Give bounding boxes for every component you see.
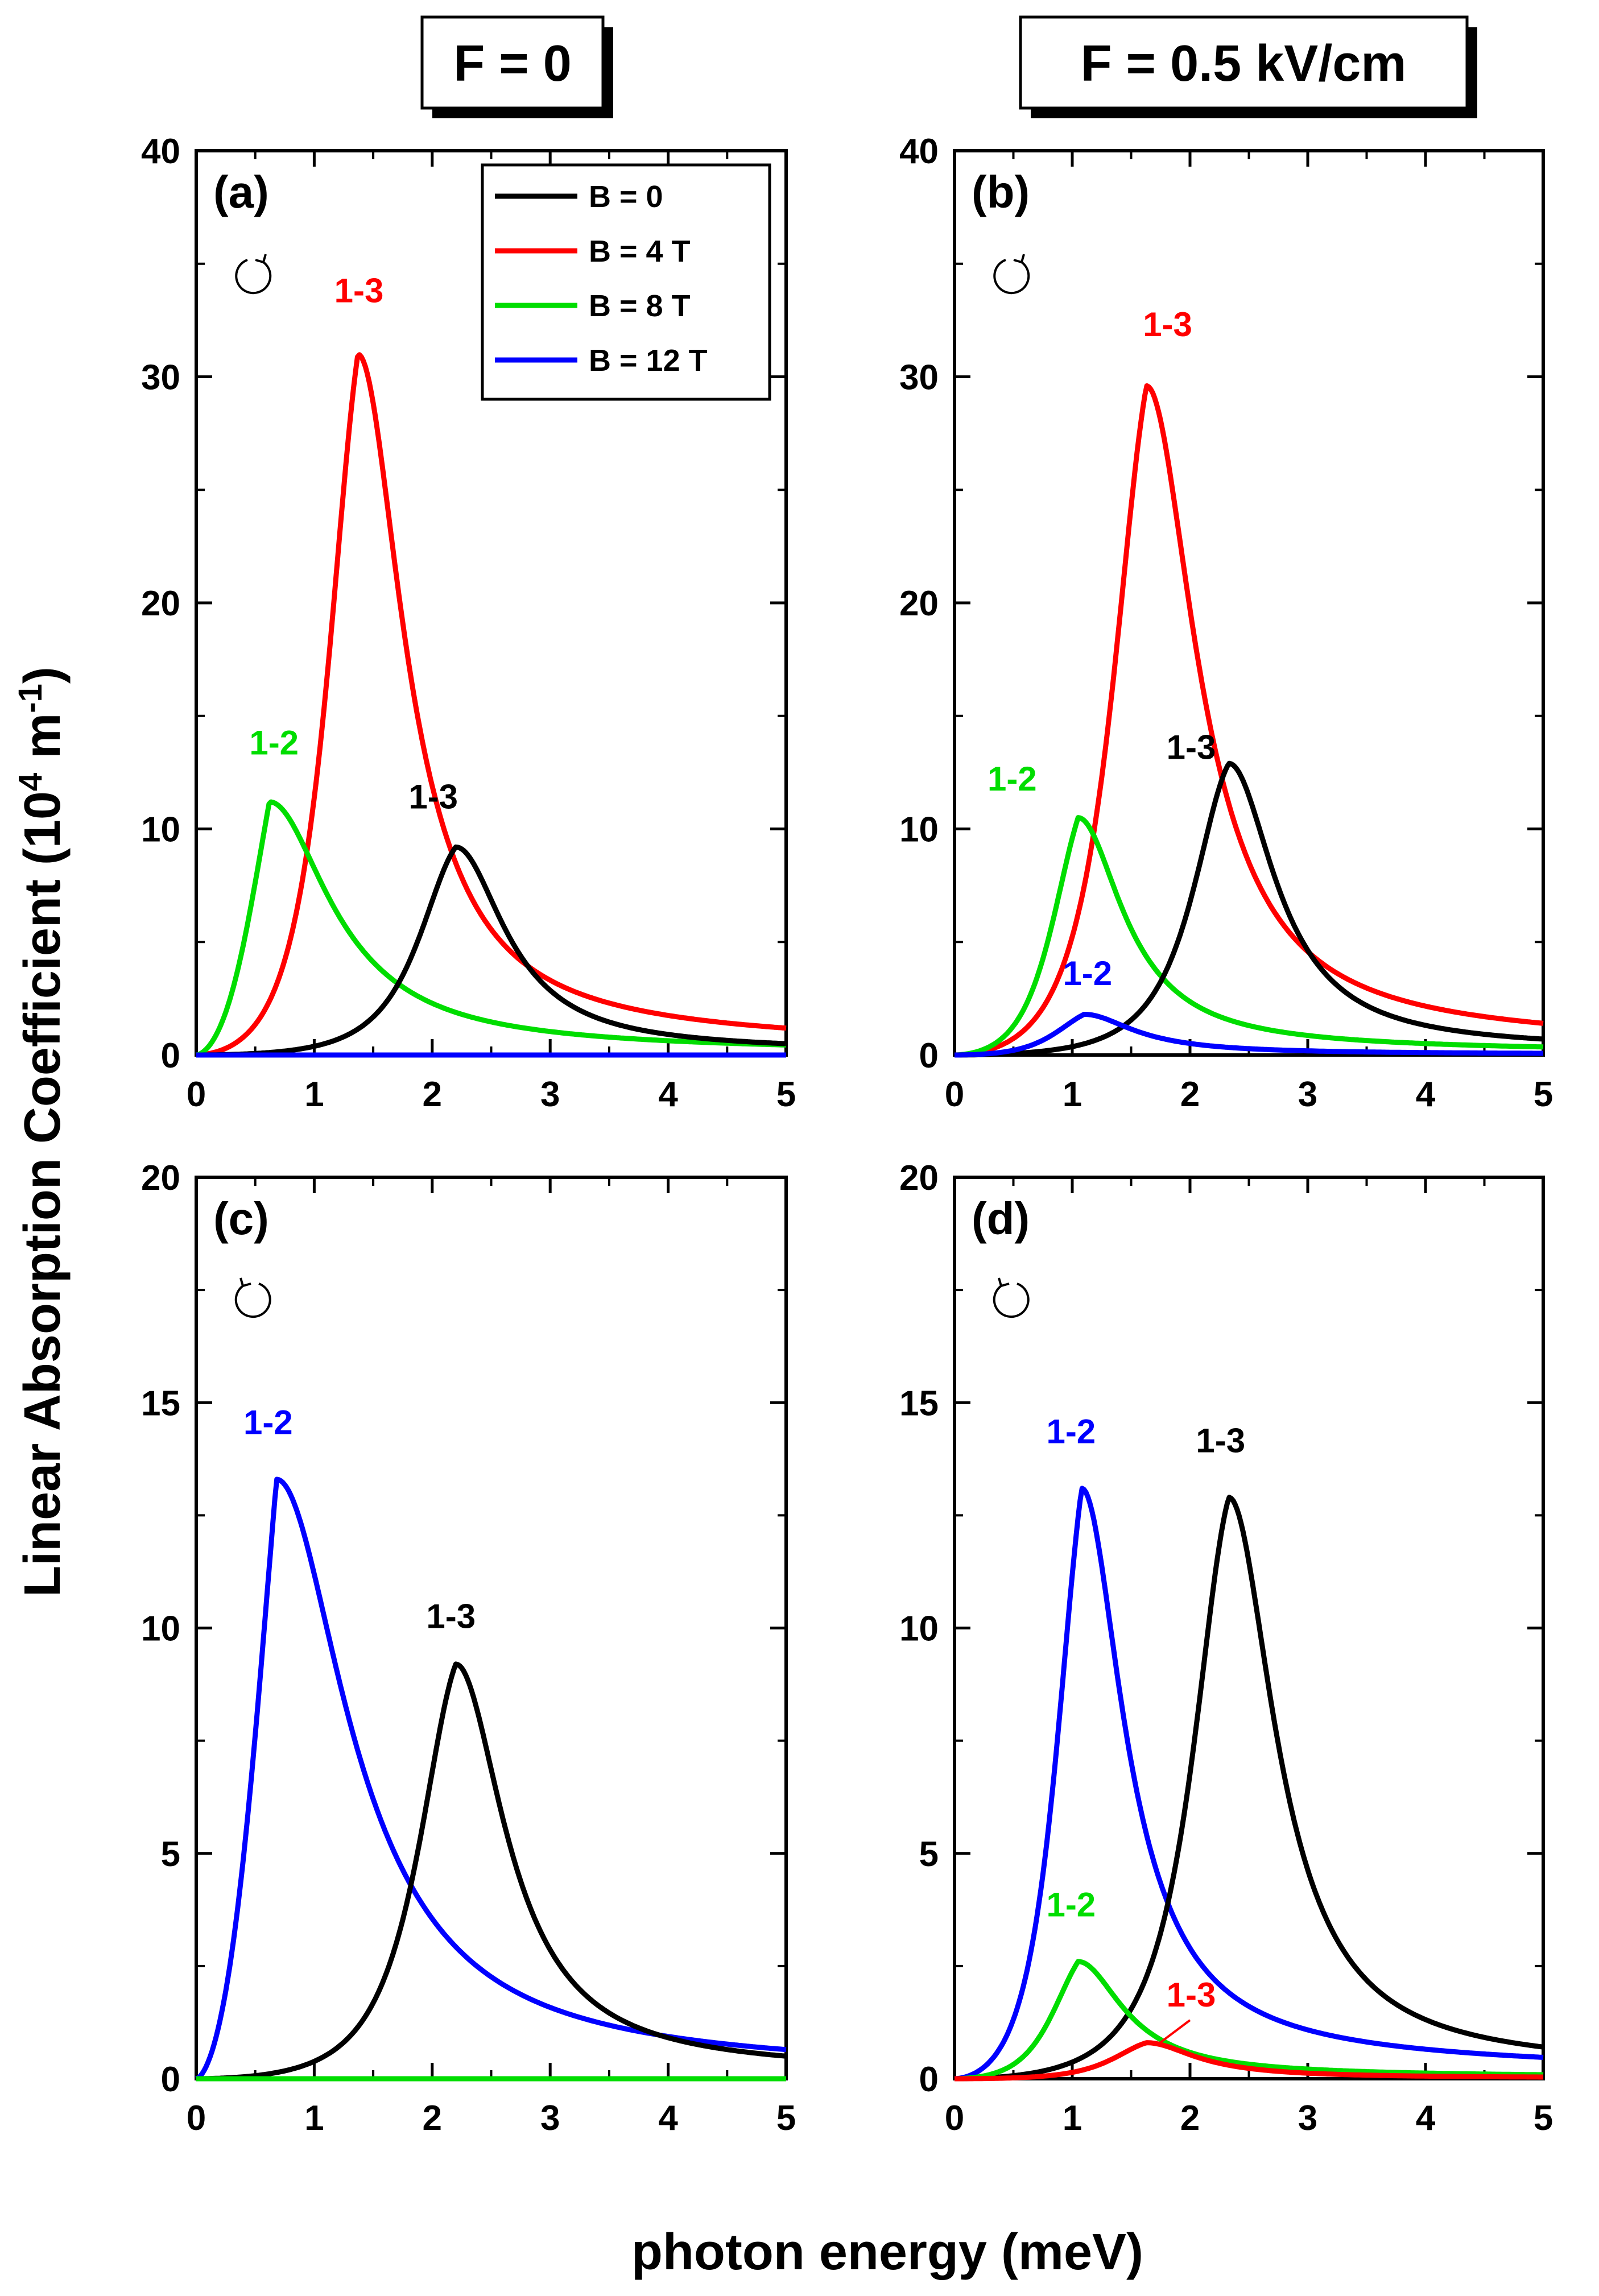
series-line bbox=[954, 1486, 1544, 2082]
clockwise-circle-arrow-icon bbox=[235, 254, 272, 295]
series-line bbox=[954, 1959, 1544, 2082]
y-tick-label: 20 bbox=[899, 584, 939, 623]
x-tick-label: 1 bbox=[1063, 2099, 1082, 2138]
x-tick-label: 1 bbox=[304, 1075, 324, 1114]
x-tick-label: 0 bbox=[187, 1075, 206, 1114]
peak-annotation: 1-2 bbox=[243, 1404, 293, 1442]
x-tick-label: 4 bbox=[658, 2099, 678, 2138]
plot-frame bbox=[195, 1176, 788, 2080]
y-axis-title: Linear Absorption Coefficient (104 m-1) bbox=[12, 667, 71, 1597]
x-tick-label: 2 bbox=[1180, 2099, 1200, 2138]
header-left-text: F = 0 bbox=[453, 35, 572, 92]
y-tick-label: 0 bbox=[161, 1036, 180, 1075]
panel-a: 0 1 2 3 4 5 0 10 20 30 40 (a) 1-3 1-2 1-3 bbox=[141, 132, 796, 1114]
header-left: F = 0 bbox=[420, 15, 613, 118]
panel-d: 0 1 2 3 4 5 0 5 10 15 20 (d) 1-2 1-3 1-2 1-3 bbox=[899, 1159, 1553, 2138]
x-tick-label: 2 bbox=[423, 1075, 442, 1114]
legend-label: B = 12 T bbox=[589, 344, 708, 378]
x-tick-label: 5 bbox=[776, 1075, 796, 1114]
legend-label: B = 8 T bbox=[589, 289, 691, 323]
y-tick-label: 0 bbox=[919, 1036, 939, 1075]
y-tick-label: 0 bbox=[919, 2060, 939, 2099]
x-tick-label: 0 bbox=[187, 2099, 206, 2138]
annotation-leader-line bbox=[1156, 2019, 1191, 2046]
panel-label: (d) bbox=[972, 1193, 1030, 1244]
x-axis-title: photon energy (meV) bbox=[631, 2224, 1143, 2281]
x-tick-label: 3 bbox=[1298, 1075, 1317, 1114]
header-right-text: F = 0.5 kV/cm bbox=[1081, 35, 1407, 92]
panel-label: (a) bbox=[213, 167, 269, 217]
legend: B = 0 B = 4 T B = 8 T B = 12 T bbox=[481, 163, 771, 401]
panel-c: 0 1 2 3 4 5 0 5 10 15 20 (c) 1-2 1-3 bbox=[141, 1159, 796, 2138]
peak-annotation: 1-3 bbox=[1167, 1976, 1216, 2014]
series-line bbox=[954, 760, 1544, 1058]
x-tick-label: 0 bbox=[945, 1075, 964, 1114]
counterclockwise-circle-arrow-icon bbox=[993, 1277, 1030, 1318]
y-tick-label: 5 bbox=[919, 1835, 939, 1874]
y-tick-label: 30 bbox=[141, 358, 180, 398]
panel-label: (c) bbox=[213, 1193, 269, 1244]
y-tick-label: 20 bbox=[141, 1159, 180, 1198]
y-tick-label: 15 bbox=[141, 1384, 180, 1423]
x-tick-label: 1 bbox=[1063, 1075, 1082, 1114]
clockwise-circle-arrow-icon bbox=[993, 254, 1030, 295]
peak-annotation: 1-2 bbox=[1046, 1413, 1096, 1451]
series-line bbox=[954, 1012, 1544, 1058]
peak-annotation: 1-2 bbox=[249, 723, 299, 762]
x-tick-label: 5 bbox=[776, 2099, 796, 2138]
x-tick-label: 5 bbox=[1534, 1075, 1553, 1114]
series-line bbox=[954, 815, 1544, 1058]
series-line bbox=[954, 383, 1544, 1058]
peak-annotation: 1-3 bbox=[1196, 1421, 1245, 1459]
panel-b: 0 1 2 3 4 5 0 10 20 30 40 (b) 1-3 1-2 1-3 1-2 bbox=[899, 132, 1553, 1114]
x-tick-label: 4 bbox=[1416, 1075, 1436, 1114]
y-tick-label: 10 bbox=[899, 1610, 939, 1649]
x-tick-label: 3 bbox=[1298, 2099, 1317, 2138]
y-tick-label: 20 bbox=[899, 1159, 939, 1198]
y-tick-label: 30 bbox=[899, 358, 939, 398]
x-tick-label: 4 bbox=[658, 1075, 678, 1114]
peak-annotation: 1-2 bbox=[1046, 1886, 1096, 1924]
y-tick-label: 10 bbox=[141, 1610, 180, 1649]
peak-annotation: 1-3 bbox=[426, 1598, 476, 1636]
series-line bbox=[954, 2040, 1544, 2082]
y-tick-label: 0 bbox=[161, 2060, 180, 2099]
legend-label: B = 0 bbox=[589, 180, 663, 214]
x-tick-label: 2 bbox=[1180, 1075, 1200, 1114]
y-tick-label: 15 bbox=[899, 1384, 939, 1423]
series-line bbox=[196, 352, 787, 1058]
series-line bbox=[954, 1495, 1544, 2082]
plot-frame bbox=[953, 149, 1545, 1057]
peak-annotation: 1-3 bbox=[334, 271, 384, 309]
peak-annotation: 1-3 bbox=[1167, 728, 1216, 766]
x-tick-label: 5 bbox=[1534, 2099, 1553, 2138]
counterclockwise-circle-arrow-icon bbox=[234, 1277, 271, 1318]
y-tick-label: 5 bbox=[161, 1835, 180, 1874]
x-tick-label: 1 bbox=[304, 2099, 324, 2138]
plot-frame bbox=[953, 1176, 1545, 2080]
x-tick-label: 3 bbox=[540, 2099, 560, 2138]
peak-annotation: 1-3 bbox=[408, 778, 458, 816]
y-tick-label: 40 bbox=[899, 132, 939, 171]
x-tick-label: 2 bbox=[423, 2099, 442, 2138]
y-tick-label: 20 bbox=[141, 584, 180, 623]
peak-annotation: 1-3 bbox=[1143, 305, 1192, 344]
header-right: F = 0.5 kV/cm bbox=[1019, 15, 1477, 118]
y-tick-label: 40 bbox=[141, 132, 180, 171]
series-line bbox=[196, 799, 787, 1058]
peak-annotation: 1-2 bbox=[1063, 954, 1112, 992]
series-line bbox=[196, 1661, 787, 2082]
y-tick-label: 10 bbox=[141, 810, 180, 850]
series-line bbox=[195, 1476, 787, 2082]
x-tick-label: 3 bbox=[540, 1075, 560, 1114]
panel-label: (b) bbox=[972, 167, 1030, 217]
x-tick-label: 0 bbox=[945, 2099, 964, 2138]
legend-label: B = 4 T bbox=[589, 234, 691, 268]
peak-annotation: 1-2 bbox=[988, 760, 1037, 798]
series-line bbox=[196, 844, 787, 1058]
y-tick-label: 10 bbox=[899, 810, 939, 850]
x-tick-label: 4 bbox=[1416, 2099, 1436, 2138]
